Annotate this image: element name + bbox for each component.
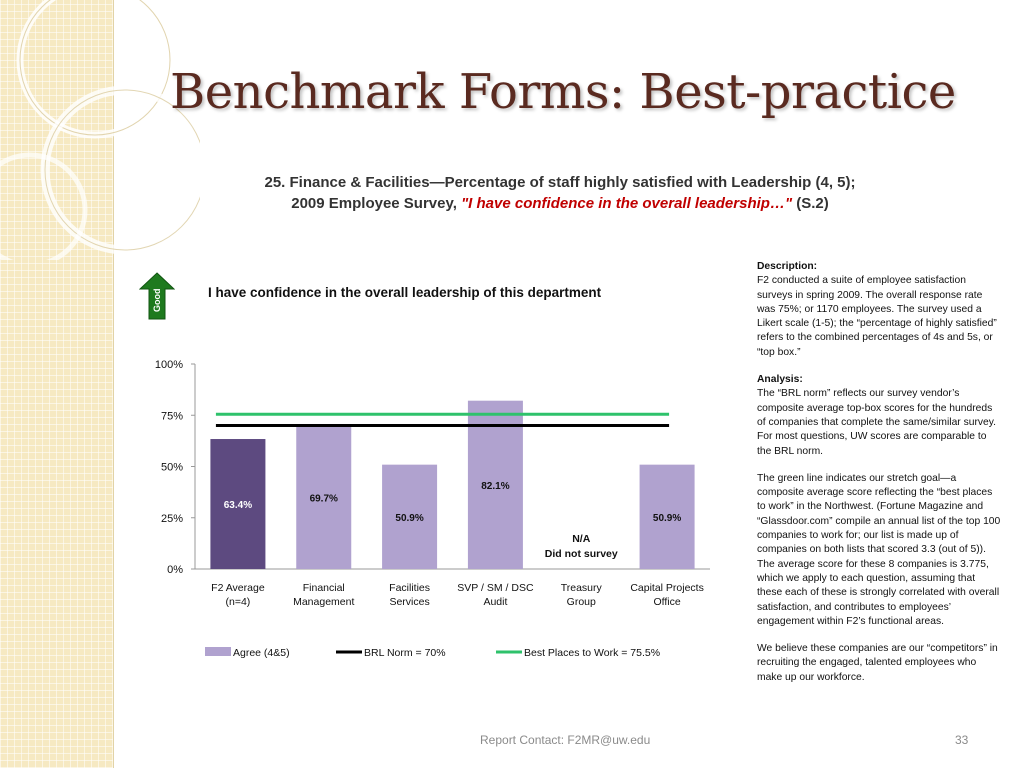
competitors-text: We believe these companies are our “comp… bbox=[757, 643, 998, 683]
good-label: Good bbox=[152, 289, 162, 313]
green-line-text: The green line indicates our stretch goa… bbox=[757, 472, 1001, 627]
heading-quote: "I have confidence in the overall leader… bbox=[461, 195, 793, 212]
side-panel: Description: F2 conducted a suite of emp… bbox=[757, 260, 1002, 698]
y-tick-label: 75% bbox=[161, 410, 183, 422]
chart-title: I have confidence in the overall leaders… bbox=[208, 285, 602, 300]
footer-contact: Report Contact: F2MR@uw.edu bbox=[480, 733, 651, 747]
x-tick-label: Services bbox=[389, 596, 429, 608]
x-tick-label: Treasury bbox=[561, 582, 603, 594]
na-note: Did not survey bbox=[545, 548, 618, 560]
bar-value-label: 50.9% bbox=[653, 513, 681, 524]
bar bbox=[382, 464, 438, 569]
x-tick-label: Office bbox=[653, 596, 680, 608]
x-tick-label: (n=4) bbox=[226, 596, 251, 608]
slide-title: Benchmark Forms: Best-practice bbox=[170, 64, 956, 120]
bar bbox=[210, 439, 266, 569]
x-tick-label: F2 Average bbox=[211, 582, 265, 594]
bar bbox=[296, 426, 352, 569]
y-tick-label: 100% bbox=[155, 359, 183, 371]
decorative-arcs bbox=[0, 0, 200, 260]
legend-label-best-places: Best Places to Work = 75.5% bbox=[524, 647, 660, 659]
bar-value-label: 82.1% bbox=[481, 481, 509, 492]
bar-value-label: 63.4% bbox=[224, 500, 252, 511]
analysis-title: Analysis: bbox=[757, 374, 803, 386]
chart-heading-line-1: 25. Finance & Facilities—Percentage of s… bbox=[264, 174, 856, 191]
chart-heading: 25. Finance & Facilities—Percentage of s… bbox=[180, 172, 940, 214]
y-tick-label: 50% bbox=[161, 462, 183, 474]
legend-label-brl: BRL Norm = 70% bbox=[364, 647, 446, 659]
x-tick-label: SVP / SM / DSC bbox=[457, 582, 534, 594]
x-tick-label: Group bbox=[567, 596, 596, 608]
good-arrow-icon: Good bbox=[139, 272, 175, 320]
description-title: Description: bbox=[757, 261, 818, 272]
y-tick-label: 0% bbox=[167, 564, 183, 576]
bar-value-label: 69.7% bbox=[310, 494, 338, 505]
x-tick-label: Capital Projects bbox=[630, 582, 704, 594]
analysis-text: The “BRL norm” reflects our survey vendo… bbox=[757, 388, 997, 457]
bar-value-label: 50.9% bbox=[395, 513, 423, 524]
x-tick-label: Management bbox=[293, 596, 354, 608]
legend-swatch-agree bbox=[205, 647, 231, 656]
heading-suffix: (S.2) bbox=[792, 195, 829, 212]
bar bbox=[639, 464, 695, 569]
x-tick-label: Audit bbox=[483, 596, 507, 608]
legend-label-agree: Agree (4&5) bbox=[233, 647, 290, 659]
description-text: F2 conducted a suite of employee satisfa… bbox=[757, 275, 997, 358]
chart-heading-line-2: 2009 Employee Survey, "I have confidence… bbox=[180, 193, 940, 214]
bar bbox=[467, 400, 523, 569]
bar-value-label: N/A bbox=[572, 533, 591, 545]
x-tick-label: Financial bbox=[303, 582, 345, 594]
y-tick-label: 25% bbox=[161, 513, 183, 525]
page-number: 33 bbox=[955, 733, 969, 747]
x-tick-label: Facilities bbox=[389, 582, 430, 594]
bar-chart: 0% 25% 50% 75% 100% 63.4% F2 Average (n=4) 69.7%… bbox=[155, 359, 710, 659]
heading-prefix: 2009 Employee Survey, bbox=[291, 195, 462, 212]
